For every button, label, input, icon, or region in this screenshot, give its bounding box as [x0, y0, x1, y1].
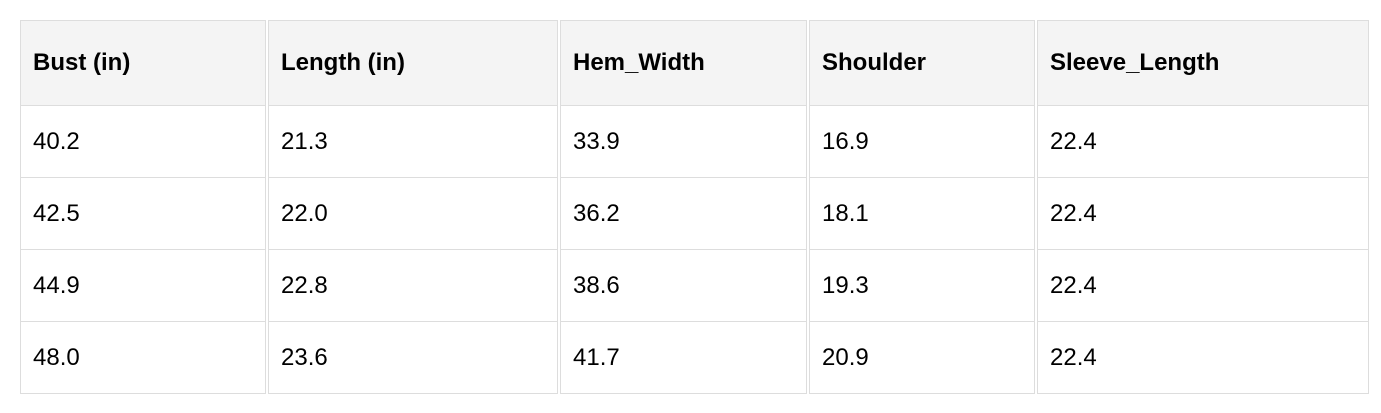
table-cell: 41.7 [560, 322, 807, 394]
table-cell: 18.1 [809, 178, 1035, 250]
table-cell: 48.0 [20, 322, 266, 394]
table-row: 48.0 23.6 41.7 20.9 22.4 [20, 322, 1369, 394]
table-cell: 40.2 [20, 106, 266, 178]
table-cell: 44.9 [20, 250, 266, 322]
table-cell: 33.9 [560, 106, 807, 178]
table-cell: 22.4 [1037, 178, 1369, 250]
table-cell: 23.6 [268, 322, 558, 394]
table-cell: 16.9 [809, 106, 1035, 178]
table-row: 44.9 22.8 38.6 19.3 22.4 [20, 250, 1369, 322]
table-row: 40.2 21.3 33.9 16.9 22.4 [20, 106, 1369, 178]
column-header: Bust (in) [20, 20, 266, 106]
table-cell: 22.4 [1037, 250, 1369, 322]
table-cell: 42.5 [20, 178, 266, 250]
table-cell: 19.3 [809, 250, 1035, 322]
table-cell: 22.0 [268, 178, 558, 250]
column-header: Length (in) [268, 20, 558, 106]
header-row: Bust (in) Length (in) Hem_Width Shoulder… [20, 20, 1369, 106]
table-cell: 36.2 [560, 178, 807, 250]
column-header: Hem_Width [560, 20, 807, 106]
table-cell: 20.9 [809, 322, 1035, 394]
table-cell: 22.8 [268, 250, 558, 322]
table-cell: 22.4 [1037, 106, 1369, 178]
size-table: Bust (in) Length (in) Hem_Width Shoulder… [18, 20, 1371, 394]
table-cell: 38.6 [560, 250, 807, 322]
table-cell: 21.3 [268, 106, 558, 178]
column-header: Shoulder [809, 20, 1035, 106]
column-header: Sleeve_Length [1037, 20, 1369, 106]
table-row: 42.5 22.0 36.2 18.1 22.4 [20, 178, 1369, 250]
table-cell: 22.4 [1037, 322, 1369, 394]
